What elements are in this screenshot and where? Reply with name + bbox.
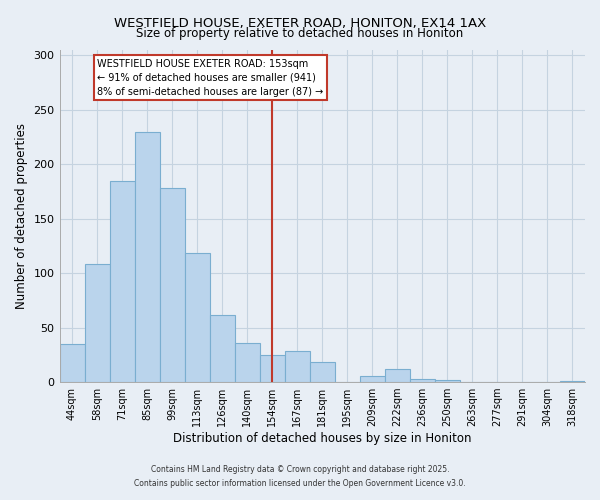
Text: WESTFIELD HOUSE EXETER ROAD: 153sqm
← 91% of detached houses are smaller (941)
8: WESTFIELD HOUSE EXETER ROAD: 153sqm ← 91… — [97, 58, 323, 96]
Bar — [310, 362, 335, 382]
Bar — [59, 344, 85, 382]
Bar — [235, 343, 260, 382]
Text: Size of property relative to detached houses in Honiton: Size of property relative to detached ho… — [136, 28, 464, 40]
Bar — [435, 380, 460, 382]
Bar — [185, 252, 209, 382]
Text: WESTFIELD HOUSE, EXETER ROAD, HONITON, EX14 1AX: WESTFIELD HOUSE, EXETER ROAD, HONITON, E… — [114, 18, 486, 30]
Bar — [209, 314, 235, 382]
Y-axis label: Number of detached properties: Number of detached properties — [15, 123, 28, 309]
Bar — [260, 355, 285, 382]
Bar — [360, 376, 385, 382]
Bar — [285, 350, 310, 382]
Text: Contains HM Land Registry data © Crown copyright and database right 2025.
Contai: Contains HM Land Registry data © Crown c… — [134, 466, 466, 487]
Bar — [85, 264, 110, 382]
Bar — [410, 379, 435, 382]
X-axis label: Distribution of detached houses by size in Honiton: Distribution of detached houses by size … — [173, 432, 472, 445]
Bar — [160, 188, 185, 382]
Bar — [110, 180, 134, 382]
Bar — [385, 369, 410, 382]
Bar — [134, 132, 160, 382]
Bar — [560, 381, 585, 382]
